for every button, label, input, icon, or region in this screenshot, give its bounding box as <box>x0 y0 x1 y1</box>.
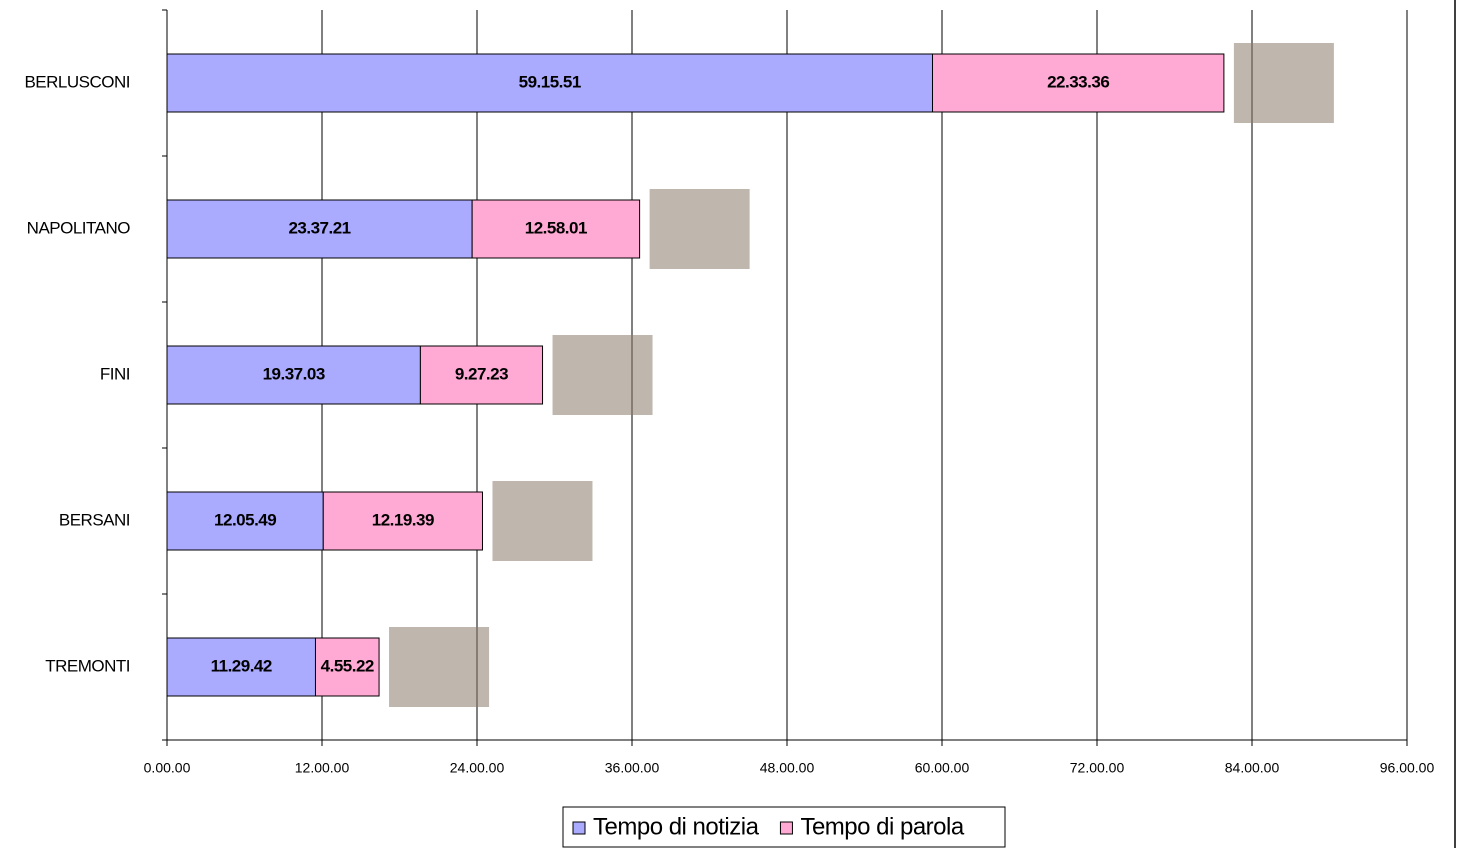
x-tick-label: 72.00.00 <box>1070 760 1125 776</box>
category-label: BERLUSCONI <box>24 72 130 91</box>
photo <box>553 335 653 415</box>
photo <box>492 481 592 561</box>
value-label: 4.55.22 <box>321 656 374 675</box>
category-label: TREMONTI <box>45 656 130 675</box>
x-tick-label: 60.00.00 <box>915 760 970 776</box>
category-label: NAPOLITANO <box>27 218 131 237</box>
value-label: 11.29.42 <box>211 656 272 675</box>
value-label: 12.58.01 <box>525 218 587 237</box>
value-label: 19.37.03 <box>263 364 325 383</box>
category-label: BERSANI <box>59 510 130 529</box>
x-tick-label: 12.00.00 <box>295 760 350 776</box>
legend-swatch <box>780 822 792 834</box>
photo <box>389 627 489 707</box>
legend-swatch <box>573 822 585 834</box>
value-label: 23.37.21 <box>288 218 350 237</box>
x-tick-label: 96.00.00 <box>1380 760 1435 776</box>
x-tick-label: 24.00.00 <box>450 760 505 776</box>
x-tick-label: 0.00.00 <box>144 760 191 776</box>
legend-label: Tempo di notizia <box>593 813 760 840</box>
photo <box>650 189 750 269</box>
value-label: 59.15.51 <box>519 72 581 91</box>
chart: 0.00.00 12.00.00 24.00.00 36.00.00 48.00.00 6… <box>0 0 1457 848</box>
category-label: FINI <box>100 364 130 383</box>
legend-label: Tempo di parola <box>800 813 964 840</box>
value-label: 12.05.49 <box>214 510 276 529</box>
photo <box>1234 43 1334 123</box>
value-label: 9.27.23 <box>455 364 508 383</box>
x-tick-label: 48.00.00 <box>760 760 815 776</box>
x-tick-label: 84.00.00 <box>1225 760 1280 776</box>
x-tick-label: 36.00.00 <box>605 760 660 776</box>
value-label: 12.19.39 <box>372 510 434 529</box>
value-label: 22.33.36 <box>1047 72 1109 91</box>
